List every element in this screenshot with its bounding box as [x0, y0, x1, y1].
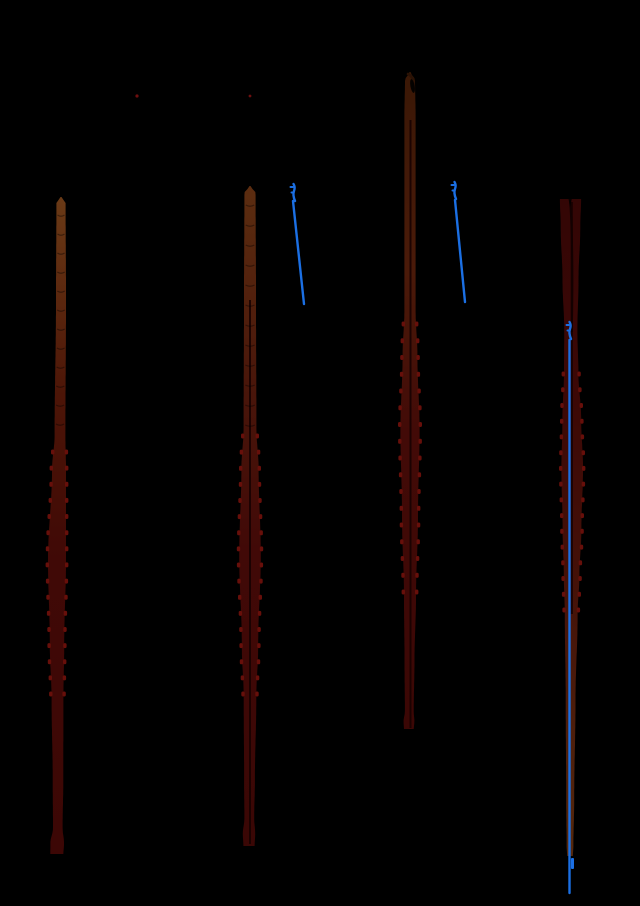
specimen-2-midline	[249, 300, 251, 844]
specimen-3-teeth	[398, 321, 422, 595]
leader-line-1	[289, 182, 306, 306]
specimen-1-body	[48, 197, 66, 854]
specimen-4-apical-cleft	[569, 199, 574, 333]
leader-line-3	[565, 320, 574, 895]
specimen-1-annulations	[55, 214, 66, 426]
specimen-3-midline	[409, 120, 412, 728]
specimen-3	[398, 72, 422, 729]
specimen-4-teeth	[559, 371, 586, 613]
specimen-4	[559, 199, 586, 856]
specimen-1-teeth	[45, 449, 69, 697]
leader-line-3-end-nub	[571, 858, 574, 869]
debris-dot-1	[135, 94, 139, 98]
annotation-marker-icon	[289, 182, 297, 203]
leader-line-2-line	[453, 198, 467, 304]
debris-dot-2	[248, 94, 252, 98]
leader-line-1-line	[291, 199, 306, 306]
specimen-4-apical-notch	[568, 199, 572, 207]
annotation-marker-icon	[565, 320, 573, 341]
leader-line-2	[450, 180, 467, 304]
specimen-4-midline	[570, 202, 573, 614]
specimen-2-annulations	[244, 204, 256, 427]
annotation-marker-icon	[450, 180, 458, 201]
specimen-2-teeth	[236, 433, 264, 697]
specimen-1	[45, 197, 69, 854]
specimen-2	[236, 186, 264, 846]
specimen-3-hook-notch	[410, 79, 415, 93]
